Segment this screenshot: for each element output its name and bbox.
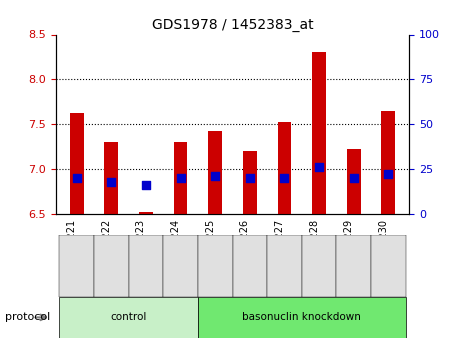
Bar [243,151,257,214]
Bar [371,235,406,297]
Point [212,174,219,179]
Bar [163,235,198,297]
Bar [198,235,232,297]
Point [350,175,358,181]
Point [315,165,323,170]
Point [177,175,184,181]
Bar [59,235,94,297]
Bar [198,297,406,338]
Bar [381,111,395,214]
Bar [173,142,187,214]
Point [385,172,392,177]
Bar [59,297,198,338]
Bar [128,235,163,297]
Text: control: control [110,313,147,322]
Point [73,175,80,181]
Point [107,179,115,184]
Bar [312,52,326,214]
Text: protocol: protocol [5,313,50,322]
Bar [278,122,292,214]
Bar [104,142,118,214]
Title: GDS1978 / 1452383_at: GDS1978 / 1452383_at [152,18,313,32]
Bar [70,114,84,214]
Point [246,175,253,181]
Point [142,183,150,188]
Bar [347,149,361,214]
Bar [94,235,128,297]
Bar [302,235,337,297]
Bar [267,235,302,297]
Text: basonuclin knockdown: basonuclin knockdown [242,313,361,322]
Bar [208,131,222,214]
Bar [232,235,267,297]
Point [281,175,288,181]
Bar [139,212,153,214]
Bar [337,235,371,297]
